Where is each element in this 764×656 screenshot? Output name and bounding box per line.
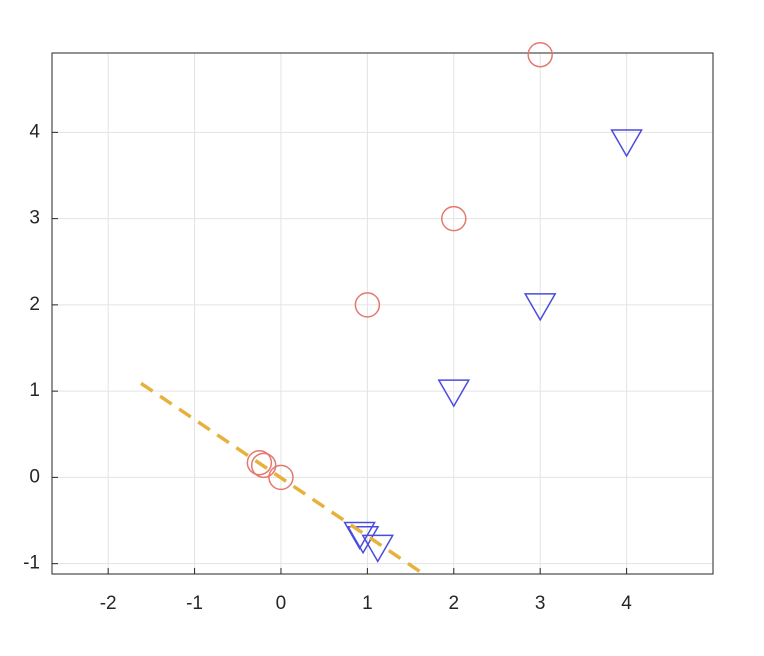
circle-marker [441,205,467,232]
y-tick-label: 3 [29,208,40,229]
axes-box [51,52,714,575]
x-tick-label: 2 [448,593,459,614]
circle-marker [250,452,277,479]
y-tick-label: 4 [29,121,40,142]
y-tick-label: -1 [23,553,40,574]
circle-marker [246,449,273,476]
x-tick-label: 4 [621,593,632,614]
triangle-marker [523,293,557,322]
fit-line [140,381,425,574]
x-tick-label: -2 [100,593,117,614]
y-tick-label: 0 [29,466,40,487]
x-tick-label: -1 [186,593,203,614]
circle-marker [268,464,294,491]
plot-area [52,53,713,574]
x-tick-label: 1 [362,593,373,614]
x-tick-label: 3 [535,593,546,614]
circle-marker [527,41,553,68]
y-tick-label: 1 [29,380,40,401]
triangle-marker [610,129,643,158]
y-tick-label: 2 [29,294,40,315]
circle-marker [354,292,381,318]
triangle-marker [437,379,471,408]
x-tick-label: 0 [276,593,287,614]
triangle-marker [361,534,395,563]
